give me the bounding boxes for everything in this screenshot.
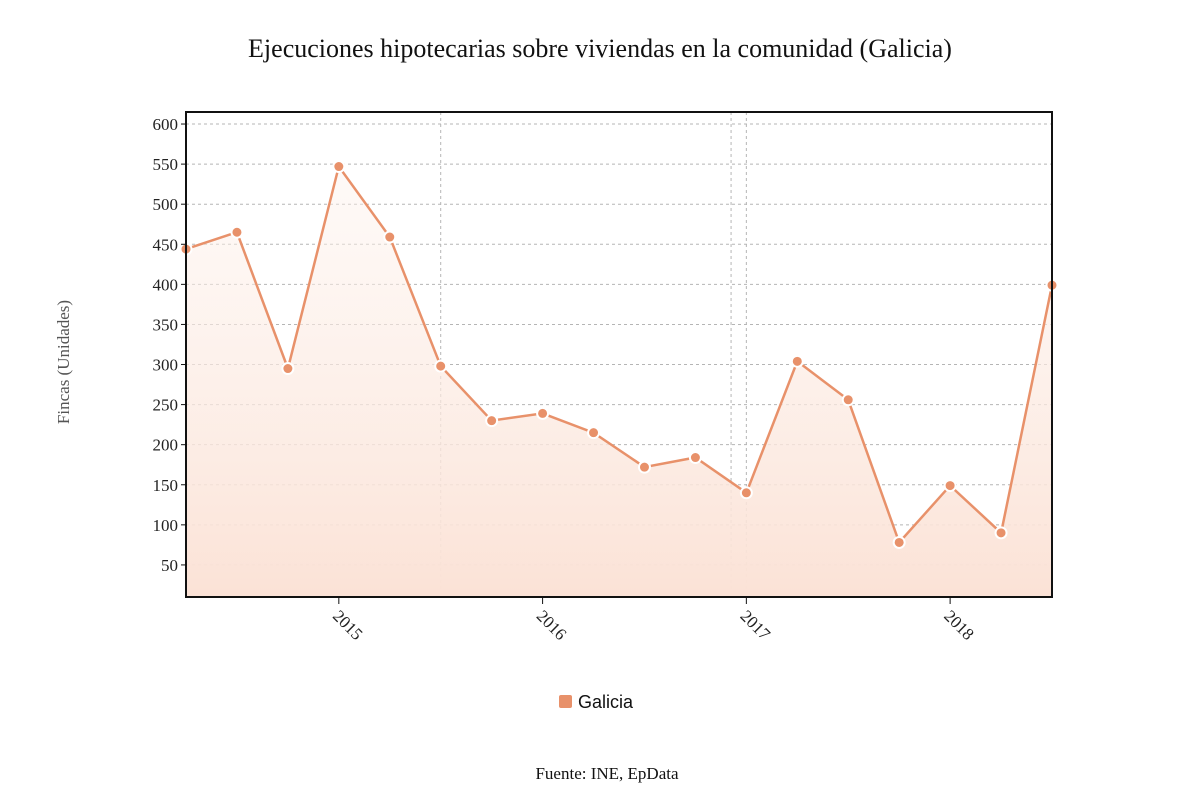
series-area [186,166,1052,597]
y-tick-label: 100 [153,516,179,535]
data-point[interactable] [637,460,651,474]
data-point[interactable] [790,354,804,368]
data-point[interactable] [281,362,295,376]
y-tick-label: 200 [153,436,179,455]
chart-title: Ejecuciones hipotecarias sobre viviendas… [248,34,952,63]
data-point[interactable] [994,526,1008,540]
y-tick-label: 500 [153,195,179,214]
data-point[interactable] [536,406,550,420]
x-axis-ticks: 2015 2016 2017 2018 [329,597,978,644]
y-tick-label: 350 [153,315,179,334]
y-tick-label: 550 [153,155,179,174]
data-point[interactable] [587,426,601,440]
source-note: Fuente: INE, EpData [535,764,678,783]
y-tick-label: 450 [153,235,179,254]
x-tick-label: 2018 [940,606,977,643]
plot-area-border [185,111,1053,598]
x-tick-label: 2017 [737,606,775,644]
data-point[interactable] [892,535,906,549]
y-tick-label: 600 [153,115,179,134]
data-point[interactable] [688,451,702,465]
y-tick-label: 300 [153,356,179,375]
data-point[interactable] [332,160,346,174]
legend[interactable]: Galicia [559,692,634,712]
y-axis-ticks: 50 100 150 200 250 300 350 400 450 500 550 600 [153,115,186,575]
series-line [185,163,1054,545]
y-tick-label: 250 [153,396,179,415]
y-tick-label: 50 [161,556,178,575]
data-point[interactable] [841,393,855,407]
y-axis-title: Fincas (Unidades) [54,300,73,424]
data-points [179,160,1059,549]
legend-label-galicia: Galicia [578,692,634,712]
x-tick-label: 2016 [533,606,570,643]
y-tick-label: 400 [153,275,179,294]
x-tick-label: 2015 [329,606,366,643]
y-tick-label: 150 [153,476,179,495]
data-point[interactable] [383,230,397,244]
data-point[interactable] [434,359,448,373]
legend-swatch-galicia [559,695,572,708]
data-point[interactable] [230,225,244,239]
data-point[interactable] [943,479,957,493]
data-point[interactable] [485,414,499,428]
data-point[interactable] [739,486,753,500]
